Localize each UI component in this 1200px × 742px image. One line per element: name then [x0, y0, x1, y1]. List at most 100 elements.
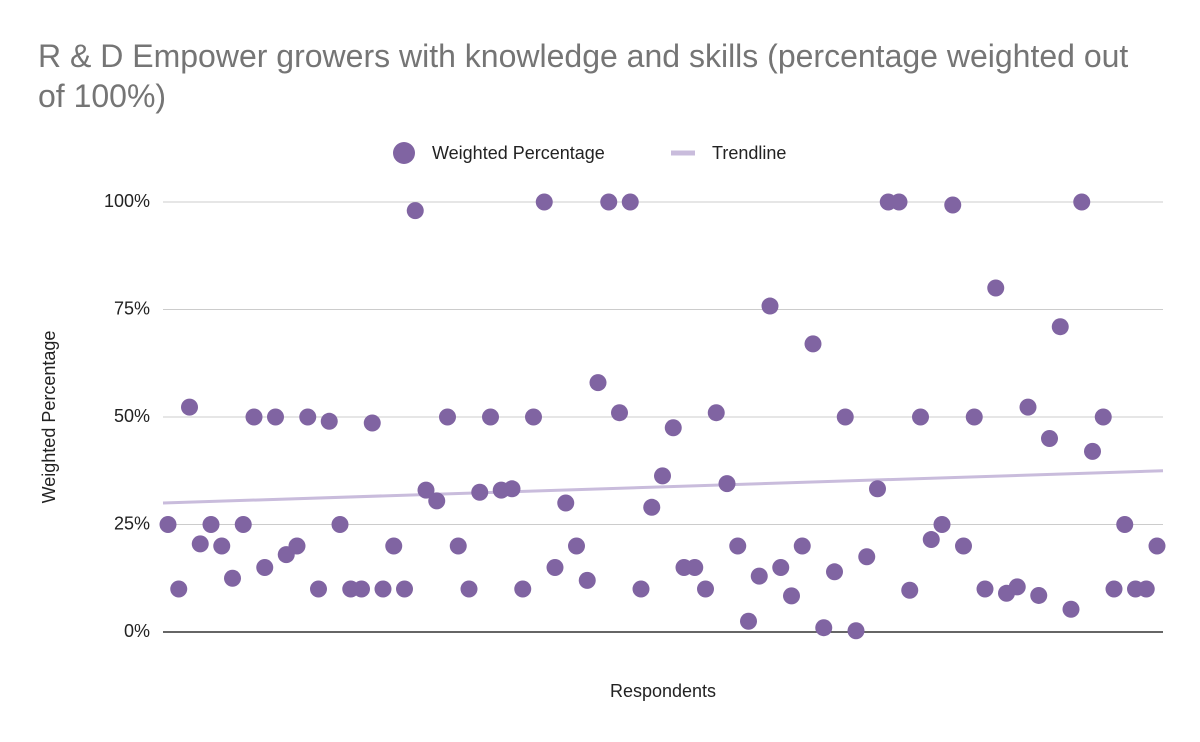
point: [912, 408, 929, 426]
point: [525, 408, 542, 426]
point: [385, 537, 403, 555]
point: [320, 412, 338, 430]
point: [611, 404, 628, 422]
point: [568, 537, 585, 555]
point: [740, 612, 757, 630]
point: [181, 398, 198, 416]
point: [256, 559, 274, 576]
point: [331, 516, 349, 533]
point: [632, 580, 650, 598]
point: [535, 193, 553, 211]
point: [901, 581, 919, 599]
point: [976, 580, 994, 598]
point: [353, 580, 370, 598]
point: [869, 480, 886, 498]
legend-label: Weighted Percentage: [432, 143, 605, 163]
point: [170, 580, 188, 598]
legend-label: Trendline: [712, 143, 786, 163]
point: [514, 580, 532, 598]
point: [299, 408, 317, 426]
point: [363, 414, 381, 432]
point: [1008, 578, 1026, 596]
point: [503, 480, 521, 498]
point: [707, 404, 725, 422]
point: [245, 408, 263, 426]
point: [933, 516, 951, 533]
y-axis-label: Weighted Percentage: [39, 331, 59, 504]
point: [1062, 600, 1080, 618]
point: [836, 408, 854, 426]
point: [654, 467, 671, 485]
point: [965, 408, 983, 426]
point: [202, 516, 220, 533]
point: [557, 494, 575, 512]
point: [1084, 442, 1101, 460]
point: [643, 498, 661, 516]
point: [890, 193, 908, 211]
point: [1137, 580, 1155, 598]
point: [396, 580, 413, 598]
point: [783, 587, 800, 605]
point: [234, 516, 252, 533]
y-tick-label: 50%: [114, 406, 150, 426]
point: [288, 537, 306, 555]
point: [761, 297, 779, 315]
point: [310, 580, 327, 598]
point: [482, 408, 499, 426]
point: [374, 580, 392, 598]
point: [417, 481, 435, 499]
point: [460, 580, 478, 598]
x-axis-label: Respondents: [610, 681, 716, 701]
legend-marker: [393, 142, 415, 164]
point: [793, 537, 811, 555]
point: [686, 559, 704, 576]
point: [1105, 580, 1123, 598]
point: [858, 548, 876, 566]
point: [944, 196, 962, 214]
y-tick-label: 75%: [114, 298, 150, 318]
point: [267, 408, 284, 426]
point: [546, 559, 564, 576]
point: [729, 537, 747, 555]
point: [213, 537, 231, 555]
point: [589, 374, 607, 392]
point: [439, 408, 456, 426]
point: [449, 537, 467, 555]
point: [600, 193, 618, 211]
point: [697, 580, 714, 598]
point: [664, 419, 682, 437]
point: [1094, 408, 1112, 426]
point: [1116, 516, 1134, 533]
point: [955, 537, 972, 555]
point: [922, 531, 940, 549]
chart-title: R & D Empower growers with knowledge and…: [38, 38, 1129, 114]
point: [578, 571, 596, 589]
y-tick-label: 100%: [104, 191, 150, 211]
point: [718, 475, 736, 493]
point: [1030, 586, 1048, 604]
point: [987, 279, 1005, 297]
point: [815, 619, 833, 637]
point: [191, 535, 209, 553]
point: [471, 483, 489, 501]
point: [428, 492, 446, 510]
point: [1041, 430, 1058, 447]
point: [750, 567, 768, 585]
y-tick-label: 0%: [124, 621, 150, 641]
point: [847, 622, 865, 640]
point: [621, 193, 639, 211]
point: [1073, 193, 1091, 211]
point: [1148, 537, 1166, 555]
trendline: [162, 469, 1164, 505]
point: [159, 516, 177, 533]
point: [826, 563, 843, 581]
point: [224, 569, 241, 587]
point: [772, 559, 790, 576]
point: [804, 335, 822, 353]
point: [1051, 318, 1069, 336]
y-tick-label: 25%: [114, 513, 150, 533]
point: [1019, 398, 1037, 416]
point: [406, 202, 424, 220]
